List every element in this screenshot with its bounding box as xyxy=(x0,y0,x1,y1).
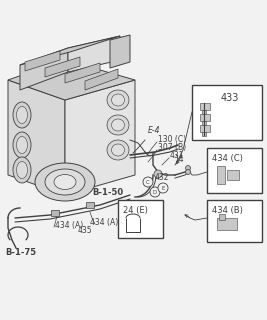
Text: 434 (A): 434 (A) xyxy=(90,218,118,227)
Ellipse shape xyxy=(112,94,124,106)
Ellipse shape xyxy=(107,140,129,160)
Bar xyxy=(200,114,210,121)
Bar xyxy=(86,202,94,208)
Circle shape xyxy=(158,183,168,193)
Text: 431: 431 xyxy=(170,151,184,160)
Polygon shape xyxy=(20,48,68,90)
Polygon shape xyxy=(45,57,80,77)
Bar xyxy=(202,132,206,136)
Polygon shape xyxy=(8,60,135,100)
Bar xyxy=(200,103,210,110)
Ellipse shape xyxy=(13,102,31,128)
Ellipse shape xyxy=(112,144,124,156)
Bar xyxy=(118,200,163,238)
Polygon shape xyxy=(8,80,65,195)
Text: 434 (A): 434 (A) xyxy=(55,221,83,230)
Ellipse shape xyxy=(17,137,28,154)
Polygon shape xyxy=(68,36,120,72)
Circle shape xyxy=(186,165,190,171)
Bar xyxy=(192,85,262,140)
Bar xyxy=(202,110,206,114)
Bar xyxy=(207,148,262,193)
Bar xyxy=(217,218,237,230)
Circle shape xyxy=(154,170,162,178)
Ellipse shape xyxy=(107,115,129,135)
Bar xyxy=(217,166,225,184)
Text: B-1-75: B-1-75 xyxy=(5,248,36,257)
Polygon shape xyxy=(65,80,135,195)
Ellipse shape xyxy=(13,157,31,183)
Ellipse shape xyxy=(107,90,129,110)
Circle shape xyxy=(143,177,153,187)
Bar xyxy=(51,210,59,216)
Circle shape xyxy=(186,170,190,174)
Polygon shape xyxy=(110,35,130,68)
Ellipse shape xyxy=(54,174,76,189)
Ellipse shape xyxy=(112,119,124,131)
Bar xyxy=(207,200,262,242)
Polygon shape xyxy=(25,51,60,71)
Text: 24 (E): 24 (E) xyxy=(123,206,148,215)
Polygon shape xyxy=(20,36,120,65)
Bar xyxy=(227,170,239,180)
Text: 130 (C): 130 (C) xyxy=(158,135,186,144)
Bar xyxy=(200,125,210,132)
Circle shape xyxy=(150,187,160,197)
Ellipse shape xyxy=(35,163,95,201)
Text: C: C xyxy=(146,180,150,185)
Ellipse shape xyxy=(17,162,28,179)
Text: 307 (B): 307 (B) xyxy=(158,143,186,152)
Polygon shape xyxy=(85,69,118,90)
Text: E: E xyxy=(161,186,165,190)
Ellipse shape xyxy=(13,132,31,158)
Ellipse shape xyxy=(45,169,85,195)
Text: 14: 14 xyxy=(174,155,184,164)
Ellipse shape xyxy=(17,107,28,124)
Text: 434 (B): 434 (B) xyxy=(212,206,243,215)
Text: E-4: E-4 xyxy=(148,126,160,135)
Bar xyxy=(202,121,206,125)
Text: 434 (C): 434 (C) xyxy=(212,154,243,163)
Text: 435: 435 xyxy=(78,226,93,235)
Text: 433: 433 xyxy=(221,93,239,103)
Polygon shape xyxy=(65,63,100,83)
Text: 432: 432 xyxy=(155,173,170,182)
Text: B-1-50: B-1-50 xyxy=(92,188,123,197)
Bar xyxy=(219,214,225,220)
Text: D: D xyxy=(153,189,157,195)
